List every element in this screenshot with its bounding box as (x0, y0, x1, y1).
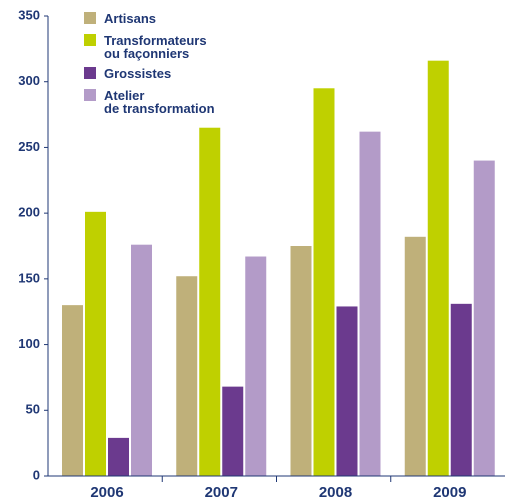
y-tick-label: 300 (18, 73, 40, 88)
bar (85, 211, 106, 477)
bar (290, 246, 312, 476)
bar (222, 386, 244, 476)
legend-swatch (84, 12, 96, 24)
y-tick-label: 100 (18, 336, 40, 351)
legend-label: Transformateurs ou façonniers (104, 33, 207, 61)
bar (473, 160, 495, 477)
bar (131, 244, 152, 476)
bar (245, 256, 267, 476)
bar (313, 88, 335, 477)
x-tick-label: 2007 (205, 484, 238, 500)
x-tick-label: 2006 (90, 484, 123, 500)
y-tick-label: 150 (18, 270, 40, 285)
y-tick-label: 200 (18, 205, 40, 220)
bar (176, 276, 198, 476)
y-tick-label: 250 (18, 139, 40, 154)
bar (450, 303, 472, 476)
x-tick-label: 2008 (319, 484, 352, 500)
legend-label: Atelier de transformation (104, 88, 215, 116)
y-tick-label: 350 (18, 7, 40, 22)
x-tick-label: 2009 (433, 484, 466, 500)
bar (404, 236, 426, 476)
bar (336, 306, 358, 476)
y-tick-label: 0 (33, 467, 40, 482)
legend-swatch (84, 34, 96, 46)
bar (427, 60, 449, 476)
bar (359, 131, 381, 476)
bar (108, 437, 129, 476)
legend-swatch (84, 89, 96, 101)
legend-label: Artisans (104, 11, 156, 26)
bar (62, 305, 83, 476)
legend-swatch (84, 67, 96, 79)
y-tick-label: 50 (26, 402, 40, 417)
legend-label: Grossistes (104, 66, 171, 81)
bar (199, 127, 221, 476)
